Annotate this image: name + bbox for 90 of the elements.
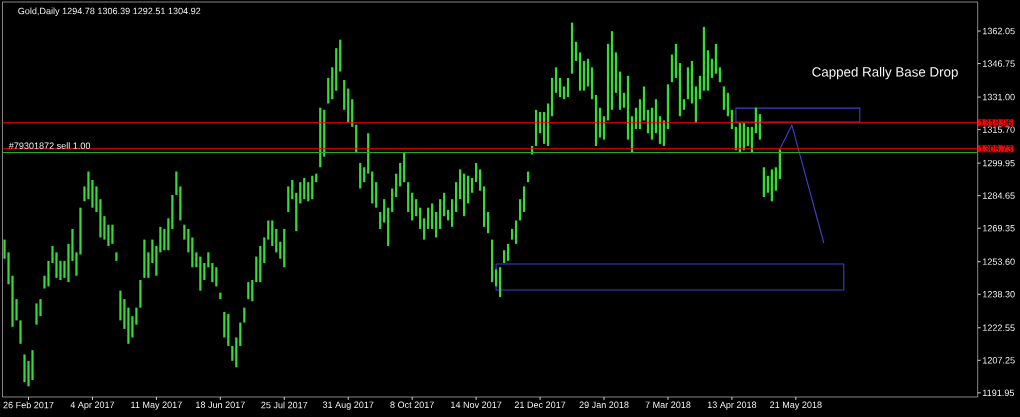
bar xyxy=(339,39,342,72)
x-tick-label: 13 Apr 2018 xyxy=(707,401,757,410)
bar xyxy=(682,99,686,110)
bar xyxy=(722,86,726,110)
bar xyxy=(622,92,626,108)
bar xyxy=(686,67,690,100)
bar xyxy=(479,169,482,191)
bar xyxy=(459,169,462,200)
bar xyxy=(243,307,246,323)
bar xyxy=(498,267,502,298)
text: Gold,Daily 1294.78 1306.39 1292.51 1304.92 xyxy=(18,7,201,16)
x-tick-label: 11 May 2017 xyxy=(131,401,182,410)
bar xyxy=(610,31,614,110)
bar xyxy=(714,43,718,74)
bar xyxy=(522,186,526,212)
bar xyxy=(582,60,586,91)
bar xyxy=(35,303,38,325)
bar xyxy=(263,237,266,263)
ref-line-label: 1318.96 xyxy=(979,119,1012,126)
ref-line-label: 1306.73 xyxy=(979,145,1012,152)
bar xyxy=(19,320,22,344)
bar xyxy=(718,67,722,83)
x-tick-label: 18 Jun 2017 xyxy=(196,401,245,408)
bar xyxy=(227,314,230,346)
bar xyxy=(770,169,773,202)
x-tick-label: 21 May 2018 xyxy=(770,401,822,410)
bar xyxy=(183,224,186,240)
bar xyxy=(335,48,338,91)
bar xyxy=(111,224,114,244)
bar xyxy=(514,220,518,244)
bar xyxy=(343,80,346,110)
y-tick-label: 1284.65 xyxy=(982,192,1015,199)
bar xyxy=(510,228,514,240)
bar xyxy=(271,220,274,246)
x-tick-label: 26 Feb 2017 xyxy=(3,401,54,409)
y-tick-label: 1346.75 xyxy=(982,60,1015,67)
bar xyxy=(439,199,442,229)
y-tick-label: 1269.35 xyxy=(982,224,1015,232)
bar xyxy=(562,86,566,100)
bar xyxy=(431,203,434,229)
x-tick-label: 8 Oct 2017 xyxy=(390,401,434,408)
bar xyxy=(502,250,506,263)
bar xyxy=(578,52,582,91)
bar xyxy=(231,345,234,361)
bar xyxy=(423,218,426,240)
bar xyxy=(207,252,210,268)
y-tick-label: 1191.95 xyxy=(982,389,1015,397)
y-tick-label: 1253.60 xyxy=(982,258,1015,265)
x-tick-label: 29 Jan 2018 xyxy=(579,401,629,408)
bar xyxy=(139,280,142,308)
bar xyxy=(23,354,26,383)
x-tick-label: 25 Jul 2017 xyxy=(261,401,308,409)
bar xyxy=(359,163,362,189)
bar xyxy=(287,186,290,212)
x-tick-label: 21 Dec 2017 xyxy=(514,401,566,408)
y-tick-label: 1362.05 xyxy=(982,27,1015,35)
bar xyxy=(774,167,777,191)
bar xyxy=(590,67,594,100)
bar xyxy=(267,220,270,240)
bar xyxy=(195,252,198,268)
y-tick-label: 1207.25 xyxy=(982,357,1015,364)
bar xyxy=(191,237,194,268)
x-tick-label: 7 Mar 2018 xyxy=(645,401,691,408)
bar xyxy=(115,252,118,261)
y-tick-label: 1315.70 xyxy=(982,126,1015,133)
bar xyxy=(235,337,238,368)
bar xyxy=(455,182,458,212)
bar xyxy=(554,67,558,93)
y-tick-label: 1222.55 xyxy=(982,324,1015,331)
bar xyxy=(383,199,386,223)
bar xyxy=(363,167,366,183)
annotation: Capped Rally Base Drop xyxy=(812,66,958,80)
bar xyxy=(451,199,454,227)
y-tick-label: 1299.95 xyxy=(982,159,1015,167)
x-tick-label: 31 Aug 2017 xyxy=(322,401,374,410)
y-tick-label: 1331.00 xyxy=(982,93,1015,101)
bar xyxy=(331,67,334,100)
bar xyxy=(702,26,706,91)
annotation: #79301872 sell 1.00 xyxy=(8,142,91,149)
bar xyxy=(143,239,146,278)
bar xyxy=(375,182,378,208)
x-tick-label: 4 Apr 2017 xyxy=(70,401,115,410)
bar xyxy=(706,50,710,91)
bar xyxy=(471,177,474,193)
y-tick-label: 1238.30 xyxy=(982,291,1015,298)
bar xyxy=(614,52,618,93)
bar xyxy=(762,167,765,198)
x-tick-label: 14 Nov 2017 xyxy=(451,401,502,408)
bar xyxy=(407,182,410,212)
bar xyxy=(482,186,486,227)
